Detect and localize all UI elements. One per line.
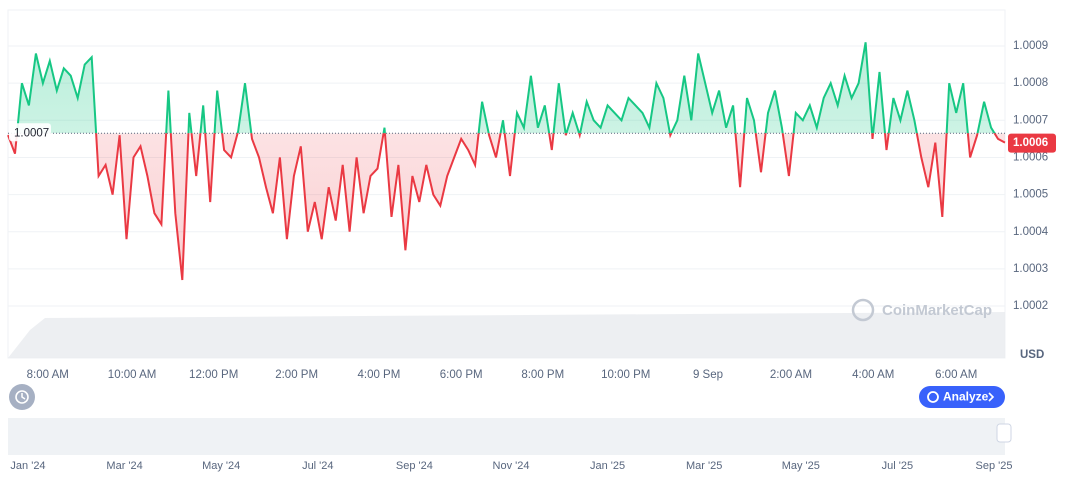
currency-label: USD [1020, 349, 1044, 361]
area-up [8, 42, 1005, 134]
x-tick-label: 12:00 PM [189, 369, 238, 381]
navigator-label: Jan '25 [590, 460, 625, 472]
last-price-box [1008, 133, 1056, 153]
navigator-label: Sep '25 [976, 460, 1013, 472]
history-button[interactable] [9, 384, 35, 410]
price-line-up [15, 42, 996, 134]
area-down [8, 133, 1005, 280]
analyze-button[interactable]: Analyze [919, 386, 1005, 408]
navigator-label: May '24 [202, 460, 240, 472]
x-tick-label: 9 Sep [693, 369, 723, 381]
last-price-label: 1.0006 [1013, 137, 1048, 149]
navigator[interactable] [8, 418, 1005, 455]
volume-area [8, 312, 1005, 358]
baseline-label-box [9, 123, 51, 142]
x-tick-label: 10:00 PM [601, 369, 650, 381]
y-tick-label: 1.0003 [1013, 263, 1048, 275]
navigator-label: Sep '24 [396, 460, 433, 472]
navigator-handle[interactable] [996, 423, 1012, 443]
navigator-label: May '25 [782, 460, 820, 472]
navigator-label: Jan '24 [10, 460, 45, 472]
y-tick-label: 1.0007 [1013, 114, 1048, 126]
x-tick-label: 8:00 PM [521, 369, 564, 381]
x-tick-label: 10:00 AM [108, 369, 157, 381]
x-tick-label: 6:00 PM [440, 369, 483, 381]
y-tick-label: 1.0005 [1013, 189, 1048, 201]
baseline-label: 1.0007 [14, 127, 49, 139]
x-tick-label: 2:00 AM [770, 369, 812, 381]
navigator-label: Jul '24 [302, 460, 333, 472]
y-tick-label: 1.0002 [1013, 300, 1048, 312]
price-line-down [7, 133, 1006, 281]
navigator-label: Nov '24 [493, 460, 530, 472]
y-tick-label: 1.0009 [1013, 40, 1048, 52]
y-tick-label: 1.0008 [1013, 77, 1048, 89]
x-tick-label: 8:00 AM [27, 369, 69, 381]
navigator-label: Jul '25 [882, 460, 913, 472]
navigator-label: Mar '25 [686, 460, 722, 472]
watermark: CoinMarketCap [851, 298, 992, 322]
x-tick-label: 4:00 PM [357, 369, 400, 381]
x-tick-label: 4:00 AM [852, 369, 894, 381]
analyze-label[interactable]: Analyze [943, 390, 989, 404]
x-tick-label: 6:00 AM [935, 369, 977, 381]
watermark-text: CoinMarketCap [882, 302, 992, 319]
x-tick-label: 2:00 PM [275, 369, 318, 381]
navigator-label: Mar '24 [106, 460, 142, 472]
y-tick-label: 1.0004 [1013, 226, 1049, 238]
y-tick-label: 1.0006 [1013, 151, 1048, 163]
